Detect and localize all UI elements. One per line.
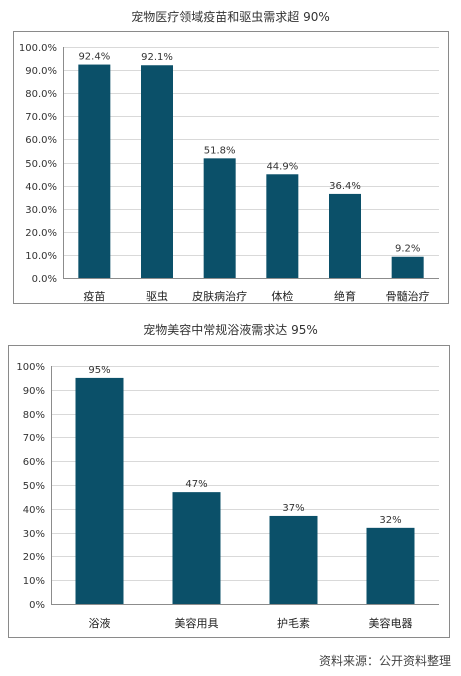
y-tick-label: 0.0% bbox=[32, 274, 57, 285]
y-tick-label: 90% bbox=[23, 386, 45, 397]
data-label: 44.9% bbox=[266, 161, 298, 172]
bar bbox=[269, 515, 318, 604]
y-tick-label: 50.0% bbox=[25, 159, 57, 170]
chart-2: 0% 10% 20% 30% 40% 50% 60% 70% 80% 90% 100% 95% 浴液 47… bbox=[8, 345, 450, 638]
y-tick-label: 0% bbox=[29, 600, 45, 611]
data-label: 95% bbox=[88, 365, 110, 376]
y-tick-label: 80% bbox=[23, 410, 45, 421]
category-label: 护毛素 bbox=[277, 616, 310, 630]
bar bbox=[329, 193, 361, 278]
chart-1: 0.0% 10.0% 20.0% 30.0% 40.0% 50.0% 60.0% 70.0% 8… bbox=[13, 31, 449, 304]
data-label: 47% bbox=[185, 479, 207, 490]
category-label: 美容电器 bbox=[369, 616, 413, 630]
y-tick-label: 10.0% bbox=[25, 251, 57, 262]
bar bbox=[266, 174, 299, 278]
y-tick-label: 100.0% bbox=[19, 43, 57, 54]
source-note: 资料来源：公开资料整理 bbox=[318, 654, 451, 668]
bar bbox=[141, 65, 173, 279]
data-label: 51.8% bbox=[204, 145, 236, 156]
y-tick-label: 10% bbox=[23, 576, 45, 587]
data-label: 92.1% bbox=[141, 52, 173, 63]
chart-2-title: 宠物美容中常规浴液需求达 95% bbox=[143, 323, 318, 337]
y-tick-label: 70.0% bbox=[25, 112, 57, 123]
y-tick-label: 80.0% bbox=[25, 89, 57, 100]
y-tick-label: 40.0% bbox=[25, 182, 57, 193]
category-label: 皮肤病治疗 bbox=[192, 289, 247, 303]
y-tick-label: 50% bbox=[23, 481, 45, 492]
y-tick-label: 70% bbox=[23, 433, 45, 444]
category-label: 绝育 bbox=[334, 289, 356, 303]
data-label: 37% bbox=[282, 503, 304, 514]
bar bbox=[78, 64, 111, 278]
bar bbox=[366, 527, 415, 604]
y-tick-label: 60.0% bbox=[25, 135, 57, 146]
data-label: 92.4% bbox=[78, 52, 110, 63]
y-tick-label: 90.0% bbox=[25, 66, 57, 77]
y-tick-label: 60% bbox=[23, 457, 45, 468]
y-tick-label: 30.0% bbox=[25, 205, 57, 216]
category-label: 体检 bbox=[271, 289, 293, 303]
data-label: 32% bbox=[379, 515, 401, 526]
y-tick-label: 100% bbox=[16, 362, 45, 373]
chart-1-title: 宠物医疗领域疫苗和驱虫需求超 90% bbox=[131, 10, 330, 24]
data-label: 9.2% bbox=[395, 244, 420, 255]
y-tick-label: 20.0% bbox=[25, 228, 57, 239]
category-label: 美容用具 bbox=[175, 616, 219, 630]
category-label: 驱虫 bbox=[146, 290, 168, 303]
y-tick-label: 30% bbox=[23, 529, 45, 540]
category-label: 浴液 bbox=[89, 616, 111, 630]
category-label: 骨髓治疗 bbox=[386, 289, 430, 303]
data-label: 36.4% bbox=[329, 181, 361, 192]
category-label: 疫苗 bbox=[83, 289, 105, 303]
bar bbox=[75, 377, 124, 604]
bar bbox=[391, 256, 424, 278]
bar bbox=[172, 492, 221, 604]
y-tick-label: 20% bbox=[23, 552, 45, 563]
bar bbox=[203, 158, 236, 278]
y-tick-label: 40% bbox=[23, 505, 45, 516]
